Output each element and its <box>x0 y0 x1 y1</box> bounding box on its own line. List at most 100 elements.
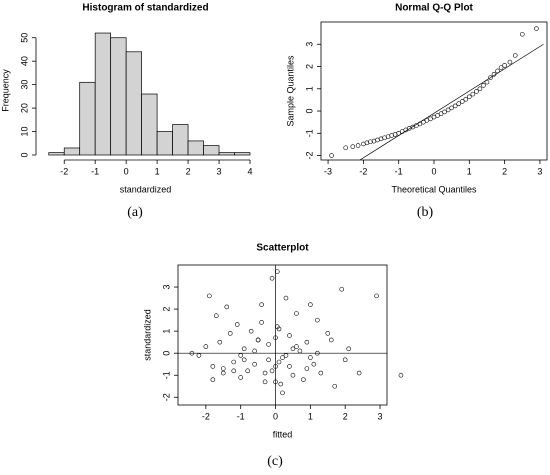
reference-line <box>359 43 544 160</box>
point <box>203 344 209 349</box>
y-tick-label: 30 <box>19 80 29 90</box>
y-tick-label: 0 <box>19 152 29 157</box>
point <box>488 75 493 80</box>
point <box>445 107 451 113</box>
y-axis-label: Sample Quantiles <box>285 55 295 127</box>
x-tick-label: -2 <box>60 166 68 176</box>
point <box>342 357 348 363</box>
point <box>502 63 507 68</box>
bar <box>234 152 251 156</box>
point <box>301 377 306 382</box>
x-axis-label: standardized <box>120 184 172 194</box>
x-tick-label: 3 <box>378 411 383 421</box>
point <box>262 370 268 376</box>
chart-title: Scatterplot <box>256 243 309 254</box>
plot-frame <box>320 21 548 161</box>
point <box>231 368 237 374</box>
point <box>259 302 264 307</box>
x-tick-label: 2 <box>502 166 507 176</box>
y-tick-label: 1 <box>161 329 171 334</box>
point <box>355 143 361 148</box>
y-tick-label: 2 <box>304 64 314 69</box>
point <box>294 311 299 316</box>
point <box>311 361 317 367</box>
point <box>287 364 292 369</box>
point <box>297 348 303 354</box>
point <box>467 94 472 100</box>
bar <box>125 51 142 156</box>
x-tick-label: 1 <box>155 166 160 176</box>
point <box>245 368 250 374</box>
point <box>231 359 237 365</box>
point <box>238 353 243 358</box>
x-tick-label: 1 <box>308 411 313 421</box>
point <box>374 293 379 299</box>
point <box>227 331 233 336</box>
point <box>350 144 356 149</box>
chart-title: Histogram of standardized <box>82 3 208 14</box>
y-tick-label: -1 <box>304 129 314 137</box>
point <box>283 295 289 301</box>
point <box>428 116 433 122</box>
point <box>252 361 257 367</box>
x-tick-label: 2 <box>343 411 348 421</box>
point <box>255 337 261 343</box>
bar <box>172 124 189 156</box>
point <box>398 372 404 378</box>
caption: (a) <box>127 205 143 220</box>
x-tick-label: 2 <box>186 166 191 176</box>
y-tick-label: 3 <box>304 42 314 47</box>
point <box>456 101 462 106</box>
point <box>308 302 313 307</box>
point <box>435 113 440 118</box>
point <box>328 337 334 343</box>
plot-frame <box>177 264 388 406</box>
point <box>220 370 226 376</box>
y-axis-label: standardized <box>142 309 152 361</box>
point <box>308 355 313 360</box>
point <box>196 353 202 358</box>
x-axis-label: fitted <box>273 429 293 439</box>
x-tick-label: 3 <box>217 166 222 176</box>
point <box>217 339 223 345</box>
x-tick-label: 0 <box>431 166 436 176</box>
point <box>534 26 539 31</box>
point <box>470 91 476 97</box>
point <box>356 370 362 376</box>
bar <box>94 32 112 156</box>
y-tick-label: -2 <box>161 393 171 401</box>
point <box>259 320 264 325</box>
point <box>248 328 254 334</box>
point <box>207 293 212 299</box>
point <box>498 65 504 70</box>
point <box>512 53 518 58</box>
point <box>507 59 513 65</box>
point <box>368 139 373 145</box>
bar <box>141 93 158 156</box>
bar <box>187 140 204 156</box>
x-tick-label: 0 <box>124 166 129 176</box>
bar <box>79 81 96 156</box>
point <box>477 86 483 92</box>
y-tick-label: -1 <box>161 371 171 379</box>
point <box>220 366 226 371</box>
point <box>304 366 310 371</box>
x-tick-label: -3 <box>324 166 332 176</box>
point <box>346 346 351 352</box>
point <box>325 331 331 336</box>
point <box>339 286 345 292</box>
point <box>269 275 275 281</box>
point <box>214 313 219 319</box>
x-tick-label: -2 <box>202 411 210 421</box>
point <box>241 357 247 363</box>
point <box>304 339 310 345</box>
x-tick-label: -1 <box>91 166 99 176</box>
point <box>262 379 268 385</box>
point <box>519 31 525 37</box>
point <box>280 390 285 396</box>
point <box>234 322 240 327</box>
point <box>463 96 469 102</box>
point <box>315 317 320 323</box>
point <box>210 364 216 369</box>
